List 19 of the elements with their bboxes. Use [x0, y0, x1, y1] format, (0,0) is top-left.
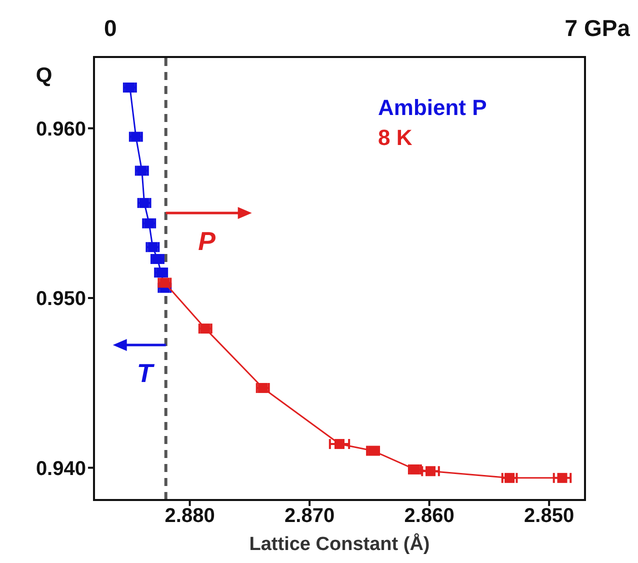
text: 7 GPa — [564, 15, 630, 41]
x-tick-label: 2.870 — [284, 505, 335, 528]
x-tick-label: 2.850 — [524, 505, 574, 528]
point — [504, 472, 515, 483]
text: Ambient P — [378, 94, 488, 122]
y-axis-title: Q — [36, 64, 52, 87]
y-tick-label: 0.950 — [36, 288, 86, 310]
point — [426, 466, 436, 476]
point — [334, 438, 344, 449]
text: 8 K — [378, 124, 414, 152]
y-tick-label: 0.940 — [36, 458, 86, 480]
text: 0 — [104, 15, 117, 41]
x-tick-label: 2.880 — [164, 505, 215, 528]
annotation: P — [198, 226, 216, 256]
x-axis-title: Lattice Constant (Å) — [249, 533, 430, 555]
point — [557, 472, 568, 483]
annotation: T — [136, 358, 155, 388]
y-tick-label: 0.960 — [36, 118, 86, 140]
x-tick-label: 2.860 — [404, 505, 454, 528]
